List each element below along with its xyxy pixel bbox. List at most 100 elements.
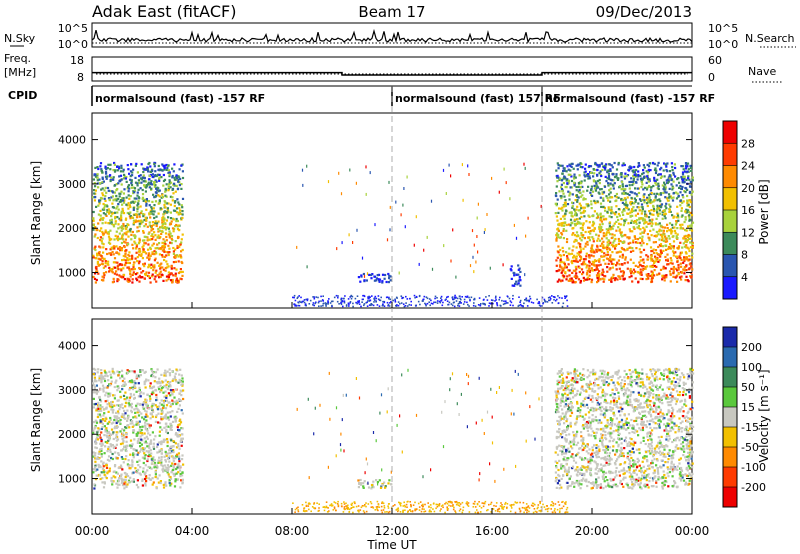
echo-cell — [602, 197, 605, 200]
echo-cell — [664, 235, 667, 238]
echo-cell — [575, 164, 578, 167]
echo-cell — [99, 400, 103, 403]
echo-cell — [591, 194, 594, 197]
freq-unit: [MHz] — [4, 66, 36, 79]
echo-cell — [578, 202, 581, 205]
echo-cell — [546, 301, 549, 303]
echo-cell — [164, 222, 167, 225]
echo-cell — [103, 379, 107, 383]
echo-cell — [142, 407, 145, 410]
echo-cell — [593, 187, 597, 190]
echo-cell — [120, 225, 124, 228]
echo-cell — [392, 299, 394, 302]
echo-cell — [133, 240, 136, 243]
echo-cell — [170, 425, 173, 428]
echo-cell — [92, 455, 95, 458]
echo-cell — [156, 451, 159, 454]
echo-cell — [98, 404, 101, 407]
echo-cell — [340, 300, 343, 302]
echo-cell — [561, 164, 564, 167]
echo-cell — [160, 428, 164, 431]
echo-cell — [564, 212, 567, 215]
echo-cell — [149, 433, 152, 437]
echo-cell — [575, 189, 578, 192]
echo-cell — [134, 382, 137, 385]
echo-cell — [166, 471, 169, 474]
echo-cell — [113, 161, 116, 165]
echo-cell — [155, 393, 158, 397]
echo-cell — [95, 446, 98, 450]
echo-cell — [171, 370, 174, 373]
echo-cell — [643, 193, 646, 196]
echo-cell — [163, 167, 166, 170]
echo-cell — [691, 246, 694, 249]
echo-cell — [470, 296, 473, 299]
echo-cell — [101, 463, 105, 466]
echo-cell — [176, 177, 179, 180]
echo-cell — [151, 371, 154, 374]
echo-cell — [382, 304, 384, 307]
echo-cell — [568, 211, 571, 214]
echo-cell — [162, 220, 165, 223]
echo-cell — [118, 175, 121, 178]
echo-cell — [101, 218, 104, 221]
echo-cell — [169, 211, 172, 214]
echo-cell — [396, 297, 398, 299]
echo-cell — [113, 170, 117, 173]
echo-cell — [179, 380, 182, 384]
echo-cell — [588, 165, 591, 168]
echo-cell — [575, 246, 578, 249]
echo-cell — [135, 247, 138, 250]
echo-cell — [106, 263, 109, 266]
echo-cell — [582, 197, 585, 200]
echo-cell — [135, 251, 138, 254]
echo-cell — [96, 438, 100, 441]
echo-cell — [152, 445, 155, 449]
echo-cell — [97, 186, 100, 189]
echo-cell — [145, 184, 148, 187]
echo-cell — [102, 465, 105, 468]
echo-cell — [159, 168, 162, 171]
echo-cell — [178, 466, 181, 469]
echo-cell — [641, 183, 644, 186]
echo-cell — [98, 413, 102, 416]
echo-cell — [137, 374, 140, 377]
echo-cell — [680, 251, 683, 254]
echo-cell — [103, 208, 106, 211]
echo-cell — [634, 264, 637, 267]
echo-cell — [171, 239, 174, 242]
echo-cell — [135, 449, 138, 452]
echo-cell — [95, 278, 98, 282]
echo-cell — [592, 237, 595, 240]
echo-cell — [130, 182, 133, 185]
echo-cell — [96, 431, 99, 434]
echo-cell — [595, 266, 598, 269]
echo-cell — [177, 435, 181, 438]
echo-cell — [149, 399, 152, 402]
echo-cell — [143, 383, 146, 386]
echo-cell — [133, 438, 136, 441]
echo-cell — [106, 205, 109, 208]
echo-cell — [170, 450, 173, 453]
echo-cell — [95, 438, 98, 441]
echo-cell — [123, 409, 126, 412]
echo-cell — [123, 445, 126, 448]
echo-cell — [634, 277, 637, 280]
echo-cell — [159, 267, 162, 270]
echo-cell — [108, 383, 111, 386]
echo-cell — [366, 272, 369, 276]
echo-cell — [95, 421, 99, 424]
echo-cell — [660, 445, 663, 448]
echo-cell — [586, 243, 589, 246]
echo-cell — [653, 176, 656, 179]
echo-cell — [681, 194, 684, 197]
echo-cell — [127, 459, 130, 462]
echo-cell — [362, 294, 364, 297]
echo-cell — [580, 180, 583, 183]
echo-cell — [107, 197, 111, 200]
echo-cell — [156, 467, 159, 470]
echo-cell — [154, 376, 157, 379]
echo-cell — [170, 242, 173, 245]
echo-cell — [101, 477, 104, 480]
